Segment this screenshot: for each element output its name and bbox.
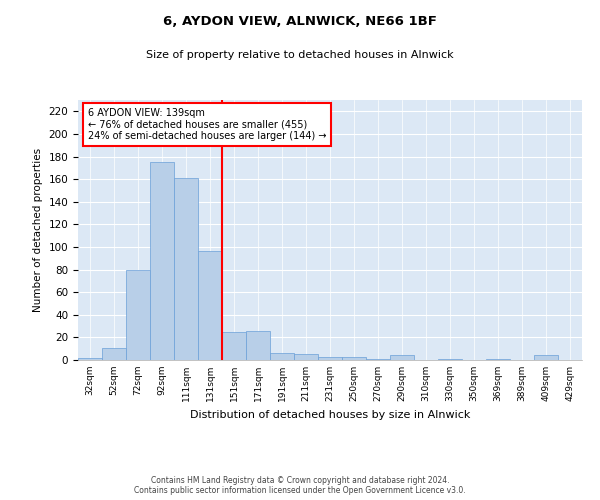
Bar <box>222 332 246 360</box>
Bar <box>366 359 390 360</box>
Bar <box>390 356 414 360</box>
Text: Size of property relative to detached houses in Alnwick: Size of property relative to detached ho… <box>146 50 454 60</box>
Bar <box>534 356 558 360</box>
Bar <box>294 354 318 360</box>
Bar <box>174 178 198 360</box>
Bar <box>342 356 366 360</box>
Text: 6, AYDON VIEW, ALNWICK, NE66 1BF: 6, AYDON VIEW, ALNWICK, NE66 1BF <box>163 15 437 28</box>
Bar <box>126 270 150 360</box>
Text: 6 AYDON VIEW: 139sqm
← 76% of detached houses are smaller (455)
24% of semi-deta: 6 AYDON VIEW: 139sqm ← 76% of detached h… <box>88 108 326 141</box>
X-axis label: Distribution of detached houses by size in Alnwick: Distribution of detached houses by size … <box>190 410 470 420</box>
Bar <box>246 330 270 360</box>
Bar <box>102 348 126 360</box>
Bar <box>198 252 222 360</box>
Bar <box>78 358 102 360</box>
Y-axis label: Number of detached properties: Number of detached properties <box>33 148 43 312</box>
Text: Contains HM Land Registry data © Crown copyright and database right 2024.
Contai: Contains HM Land Registry data © Crown c… <box>134 476 466 495</box>
Bar <box>486 359 510 360</box>
Bar <box>318 356 342 360</box>
Bar <box>438 359 462 360</box>
Bar <box>270 353 294 360</box>
Bar <box>150 162 174 360</box>
